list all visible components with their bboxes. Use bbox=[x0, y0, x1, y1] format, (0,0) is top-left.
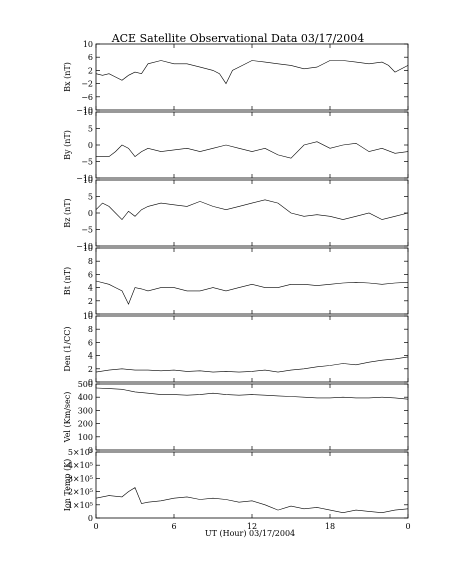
y-tick-label: 10 bbox=[83, 312, 93, 321]
panel-1: 10 6 2 −2 −6 −10 Bx (nT) bbox=[63, 40, 409, 115]
x-axis-label: UT (Hour) 03/17/2004 bbox=[205, 529, 295, 538]
y-tick-label: 6 bbox=[88, 338, 93, 347]
y-tick-label: 6 bbox=[88, 270, 93, 279]
y-tick-label: −10 bbox=[76, 106, 93, 115]
panel-frame bbox=[95, 383, 409, 451]
panel-frame bbox=[95, 179, 409, 247]
y-tick-label: 300 bbox=[78, 406, 93, 415]
y-tick-label: 2 bbox=[88, 365, 93, 374]
chart-title: ACE Satellite Observational Data 03/17/2… bbox=[111, 32, 365, 45]
chart-panels: 10 6 2 −2 −6 −10 Bx (nT) 10 5 0 −5 −10 By (nT) 10 5 0 −5… bbox=[63, 40, 411, 531]
y-tick-label: 8 bbox=[88, 325, 93, 334]
y-tick-label: 100 bbox=[78, 433, 93, 442]
y-tick-label: 2 bbox=[88, 66, 93, 75]
panel-frame bbox=[95, 247, 409, 315]
y-axis-label: Bx (nT) bbox=[63, 62, 72, 92]
y-axis-label: Ion Temp (K) bbox=[63, 459, 72, 512]
data-line bbox=[96, 141, 409, 159]
x-tick-label: 0 bbox=[93, 522, 98, 531]
y-tick-label: 400 bbox=[78, 393, 93, 402]
panel-frame bbox=[95, 451, 409, 519]
y-tick-label: 10 bbox=[83, 244, 93, 253]
x-tick-label: 18 bbox=[325, 522, 335, 531]
data-line bbox=[95, 280, 409, 305]
y-tick-label: 10 bbox=[83, 40, 93, 49]
panel-frame bbox=[95, 315, 409, 383]
y-tick-label: −5 bbox=[81, 226, 93, 235]
y-tick-label: 4 bbox=[88, 284, 93, 293]
y-tick-label: 2 bbox=[88, 297, 93, 306]
y-tick-label: 6 bbox=[88, 53, 93, 62]
y-tick-label: −2 bbox=[81, 80, 93, 89]
y-tick-label: 8 bbox=[88, 257, 93, 266]
y-tick-label: 3×10⁵ bbox=[68, 474, 93, 483]
data-line bbox=[95, 387, 409, 400]
y-tick-label: 0 bbox=[88, 209, 93, 218]
y-tick-label: 4×10⁵ bbox=[68, 461, 93, 470]
y-tick-label: 4 bbox=[88, 352, 93, 361]
y-axis-label: By (nT) bbox=[63, 130, 72, 160]
y-axis-label: Bt (nT) bbox=[63, 267, 72, 295]
data-line bbox=[95, 487, 409, 514]
panel-6: 500 400 300 200 100 0 Vel (Km/sec) bbox=[63, 380, 409, 455]
y-tick-label: 5 bbox=[88, 193, 93, 202]
y-tick-label: −10 bbox=[76, 242, 93, 251]
y-tick-label: 0 bbox=[88, 446, 93, 455]
y-tick-label: 0 bbox=[88, 514, 93, 523]
y-axis-label: Den (1/CC) bbox=[63, 326, 72, 371]
y-axis-label: Vel (Km/sec) bbox=[63, 392, 72, 444]
y-tick-label: 0 bbox=[88, 310, 93, 319]
y-tick-label: −5 bbox=[81, 158, 93, 167]
y-tick-label: 500 bbox=[78, 380, 93, 389]
data-line bbox=[95, 60, 409, 85]
panel-7: 5×10⁵ 4×10⁵ 3×10⁵ 2×10⁵ 1×10⁵ 0 Ion Temp (K) 0 6… bbox=[63, 448, 411, 531]
panel-frame bbox=[95, 43, 409, 111]
y-tick-label: −10 bbox=[76, 174, 93, 183]
panel-4: 10 8 6 4 2 0 Bt (nT) bbox=[63, 244, 409, 319]
y-axis-label: Bz (nT) bbox=[63, 198, 72, 227]
panel-frame bbox=[95, 111, 409, 179]
y-tick-label: 200 bbox=[78, 420, 93, 429]
y-tick-label: 0 bbox=[88, 141, 93, 150]
y-tick-label: 1×10⁵ bbox=[68, 501, 93, 510]
y-tick-label: 5 bbox=[88, 125, 93, 134]
panel-3: 10 5 0 −5 −10 Bz (nT) bbox=[63, 176, 409, 251]
x-tick-label: 12 bbox=[247, 522, 257, 531]
y-tick-label: 2×10⁵ bbox=[68, 488, 93, 497]
y-tick-label: 10 bbox=[83, 108, 93, 117]
y-tick-label: 10 bbox=[83, 176, 93, 185]
panel-5: 10 8 6 4 2 0 Den (1/CC) bbox=[63, 312, 409, 387]
panel-2: 10 5 0 −5 −10 By (nT) bbox=[63, 108, 409, 183]
data-line bbox=[95, 199, 409, 221]
x-tick-label: 6 bbox=[171, 522, 176, 531]
y-tick-label: 0 bbox=[88, 378, 93, 387]
data-line bbox=[95, 356, 409, 373]
x-tick-label: 0 bbox=[405, 522, 410, 531]
y-tick-label: 5×10⁵ bbox=[68, 448, 93, 457]
y-tick-label: −6 bbox=[81, 93, 93, 102]
